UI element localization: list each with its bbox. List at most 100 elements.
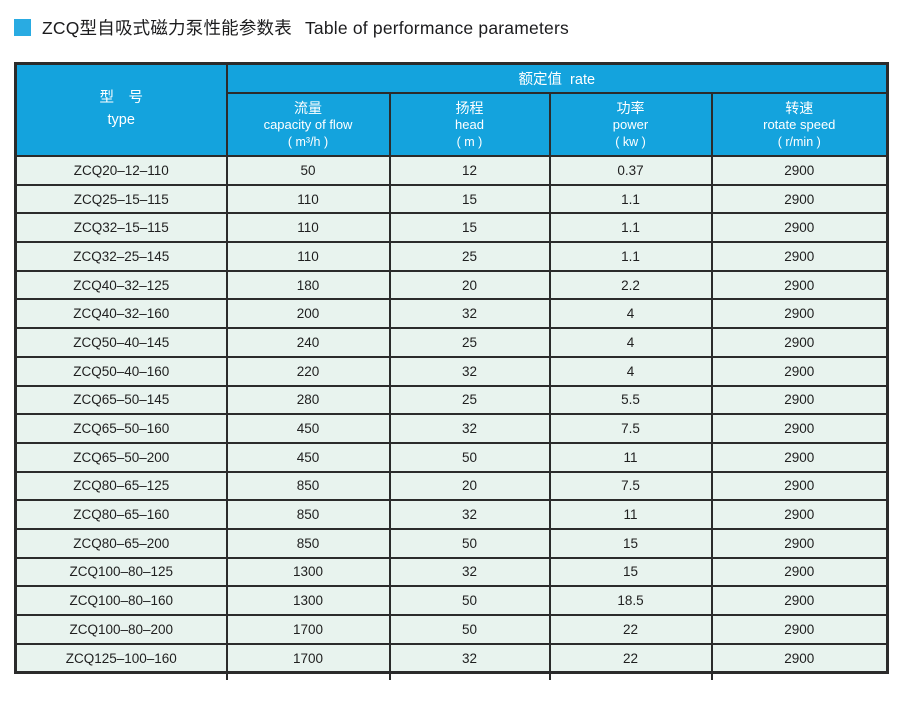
value-cell: 850 — [225, 470, 391, 502]
table-row: ZCQ65–50–145 280 25 5.5 2900 — [14, 384, 889, 416]
header-power-zh: 功率 — [616, 99, 645, 116]
table-body: ZCQ20–12–110 50 12 0.37 2900 ZCQ25–15–115 110 1… — [14, 155, 889, 674]
header-speed-unit: ( r/min ) — [777, 134, 821, 149]
value-cell: 50 — [388, 614, 551, 645]
header-speed-zh: 转速 — [785, 99, 814, 116]
value-cell: 15 — [548, 527, 713, 559]
model-cell: ZCQ80–65–125 — [14, 470, 228, 502]
value-cell: 4 — [548, 327, 713, 358]
value-cell: 32 — [388, 556, 551, 588]
title-bullet-icon — [14, 19, 31, 36]
model-cell: ZCQ65–50–200 — [14, 441, 228, 473]
value-cell: 4 — [548, 298, 713, 330]
value-cell: 2900 — [710, 527, 889, 559]
table-row: ZCQ50–40–160 220 32 4 2900 — [14, 355, 889, 387]
value-cell: 5.5 — [548, 384, 713, 416]
model-cell: ZCQ50–40–160 — [14, 355, 228, 387]
value-cell: 0.37 — [548, 155, 713, 186]
model-cell: ZCQ20–12–110 — [14, 155, 228, 186]
header-type-zh: 型 号 — [99, 90, 144, 107]
table-row: ZCQ40–32–160 200 32 4 2900 — [14, 298, 889, 330]
value-cell: 2900 — [710, 212, 889, 244]
value-cell: 2900 — [710, 642, 889, 674]
model-cell: ZCQ32–25–145 — [14, 241, 228, 272]
header-power-en: power — [612, 117, 649, 133]
model-cell: ZCQ40–32–125 — [14, 269, 228, 301]
header-head: 扬程 head ( m ) — [388, 92, 551, 157]
value-cell: 25 — [388, 327, 551, 358]
header-flow-unit: ( m³/h ) — [287, 134, 329, 149]
value-cell: 110 — [225, 183, 391, 215]
value-cell: 50 — [388, 585, 551, 616]
value-cell: 7.5 — [548, 413, 713, 444]
border-stub — [389, 674, 391, 681]
value-cell: 15 — [388, 212, 551, 244]
value-cell: 2900 — [710, 298, 889, 330]
page-title-en: Table of performance parameters — [304, 18, 569, 38]
table-row: ZCQ25–15–115 110 15 1.1 2900 — [14, 183, 889, 215]
page-title: ZCQ型自吸式磁力泵性能参数表 Table of performance para… — [42, 15, 569, 40]
value-cell: 2900 — [710, 470, 889, 502]
value-cell: 18.5 — [548, 585, 713, 616]
page-title-zh: ZCQ型自吸式磁力泵性能参数表 — [42, 18, 292, 38]
header-speed-en: rotate speed — [763, 117, 836, 133]
table-row: ZCQ100–80–125 1300 32 15 2900 — [14, 556, 889, 588]
performance-table-wrap: 型 号 type 额定值 rate 流量 capacity of flow ( … — [14, 62, 890, 682]
table-row: ZCQ80–65–160 850 32 11 2900 — [14, 499, 889, 530]
header-head-zh: 扬程 — [455, 99, 484, 116]
value-cell: 12 — [388, 155, 551, 186]
value-cell: 200 — [225, 298, 391, 330]
value-cell: 11 — [548, 499, 713, 530]
value-cell: 50 — [225, 155, 391, 186]
table-header: 型 号 type 额定值 rate 流量 capacity of flow ( … — [14, 62, 889, 157]
model-cell: ZCQ100–80–160 — [14, 585, 228, 616]
header-type-en: type — [107, 112, 135, 128]
value-cell: 450 — [225, 441, 391, 473]
model-cell: ZCQ125–100–160 — [14, 642, 228, 674]
value-cell: 2900 — [710, 269, 889, 301]
header-rate-group: 额定值 rate — [225, 62, 889, 94]
table-row: ZCQ40–32–125 180 20 2.2 2900 — [14, 269, 889, 301]
model-cell: ZCQ80–65–200 — [14, 527, 228, 559]
value-cell: 2900 — [710, 441, 889, 473]
value-cell: 180 — [225, 269, 391, 301]
table-row: ZCQ100–80–200 1700 50 22 2900 — [14, 614, 889, 645]
value-cell: 20 — [388, 470, 551, 502]
header-capacity-of-flow: 流量 capacity of flow ( m³/h ) — [225, 92, 391, 157]
value-cell: 32 — [388, 298, 551, 330]
value-cell: 22 — [548, 642, 713, 674]
value-cell: 2900 — [710, 614, 889, 645]
table-row: ZCQ65–50–160 450 32 7.5 2900 — [14, 413, 889, 444]
value-cell: 2900 — [710, 355, 889, 387]
value-cell: 2900 — [710, 413, 889, 444]
table-row: ZCQ32–15–115 110 15 1.1 2900 — [14, 212, 889, 244]
value-cell: 4 — [548, 355, 713, 387]
value-cell: 50 — [388, 441, 551, 473]
value-cell: 2900 — [710, 155, 889, 186]
header-type: 型 号 type — [14, 62, 228, 157]
value-cell: 50 — [388, 527, 551, 559]
value-cell: 1.1 — [548, 241, 713, 272]
border-stub — [226, 674, 228, 681]
value-cell: 1.1 — [548, 183, 713, 215]
table-row: ZCQ50–40–145 240 25 4 2900 — [14, 327, 889, 358]
value-cell: 2.2 — [548, 269, 713, 301]
table-row: ZCQ100–80–160 1300 50 18.5 2900 — [14, 585, 889, 616]
value-cell: 2900 — [710, 499, 889, 530]
value-cell: 2900 — [710, 384, 889, 416]
value-cell: 110 — [225, 212, 391, 244]
value-cell: 32 — [388, 642, 551, 674]
table-row: ZCQ20–12–110 50 12 0.37 2900 — [14, 155, 889, 186]
value-cell: 15 — [548, 556, 713, 588]
model-cell: ZCQ65–50–160 — [14, 413, 228, 444]
value-cell: 15 — [388, 183, 551, 215]
header-head-en: head — [455, 117, 484, 133]
header-head-unit: ( m ) — [456, 134, 483, 149]
model-cell: ZCQ80–65–160 — [14, 499, 228, 530]
value-cell: 1700 — [225, 614, 391, 645]
value-cell: 2900 — [710, 183, 889, 215]
value-cell: 2900 — [710, 241, 889, 272]
performance-table: 型 号 type 额定值 rate 流量 capacity of flow ( … — [14, 62, 890, 675]
value-cell: 25 — [388, 384, 551, 416]
model-cell: ZCQ32–15–115 — [14, 212, 228, 244]
